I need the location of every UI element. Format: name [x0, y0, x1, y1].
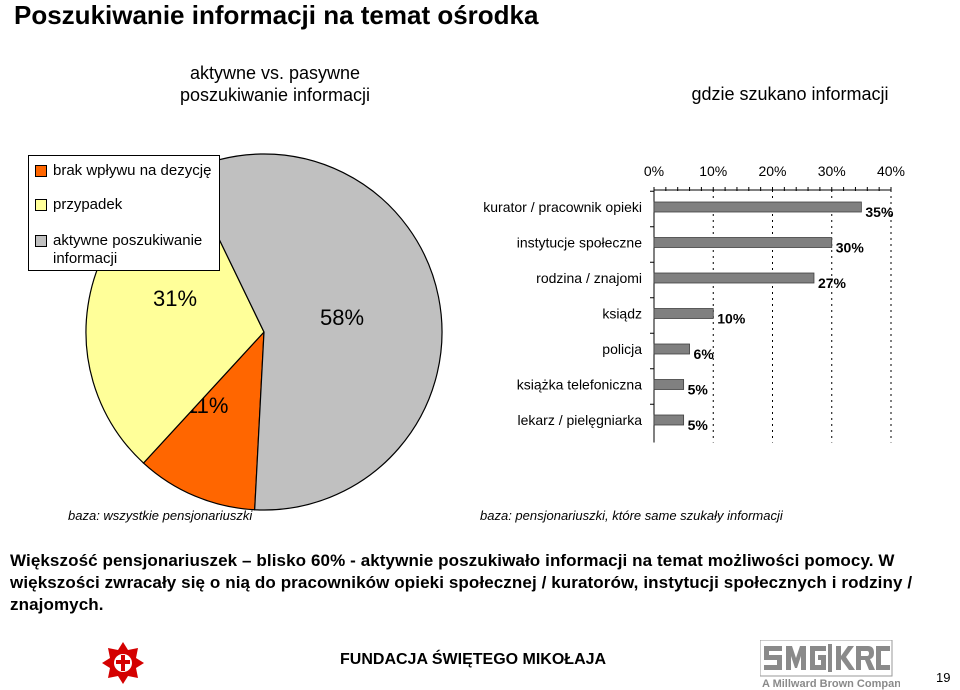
category-label: policja	[602, 341, 642, 357]
bar	[653, 379, 685, 390]
millward-brown-text: A Millward Brown Company	[762, 678, 900, 690]
x-tick-label: 0%	[644, 163, 664, 179]
bar-value-label: 6%	[694, 346, 715, 362]
x-tick-label: 20%	[758, 163, 786, 179]
legend-swatch	[35, 199, 47, 211]
pie-slice	[185, 153, 443, 511]
pie-base-note: baza: wszystkie pensjonariuszki	[68, 508, 253, 523]
x-tick-label: 30%	[818, 163, 846, 179]
summary-text: Większość pensjonariuszek – blisko 60% -…	[10, 551, 913, 614]
pie-slice-label: 31%	[153, 286, 197, 311]
bar	[653, 343, 690, 355]
pie-heading-line1: aktywne vs. pasywne	[189, 63, 361, 83]
bar	[653, 414, 685, 426]
pie-legend: brak wpływu na dezycję przypadek aktywne p…	[28, 155, 220, 271]
bar-value-label: 30%	[836, 240, 865, 256]
page-title: Poszukiwanie informacji na temat ośrodka	[14, 0, 539, 30]
category-label: instytucje społeczne	[517, 235, 643, 251]
legend-label: aktywne poszukiwanie informacji	[53, 232, 203, 267]
bar-heading: gdzie szukano informacji	[691, 84, 889, 104]
bar-value-label: 5%	[688, 417, 709, 433]
x-tick-label: 40%	[877, 163, 905, 179]
legend-swatch	[35, 235, 47, 247]
category-label: rodzina / znajomi	[536, 270, 642, 286]
pie-slice-label: 58%	[320, 305, 364, 330]
foundation-logo-icon	[102, 642, 144, 684]
bar-base-note: baza: pensjonariuszki, które same szukał…	[480, 508, 783, 523]
pie-heading-line2: poszukiwanie informacji	[179, 85, 371, 105]
category-label: ksiądz	[602, 306, 642, 322]
footer-text: FUNDACJA ŚWIĘTEGO MIKOŁAJA	[340, 651, 607, 668]
bar-value-label: 10%	[717, 311, 746, 327]
bar	[653, 272, 815, 284]
bar-value-label: 27%	[818, 275, 847, 291]
x-tick-label: 10%	[699, 163, 727, 179]
bar	[653, 237, 833, 248]
page-number: 19	[936, 670, 951, 685]
bar-value-label: 35%	[865, 204, 894, 220]
bar	[653, 201, 862, 213]
legend-label: brak wpływu na dezycję	[53, 162, 212, 179]
bar-value-label: 5%	[688, 382, 709, 398]
pie-heading: aktywne vs. pasywne poszukiwanie informa…	[120, 62, 430, 106]
bar	[653, 308, 714, 319]
category-label: kurator / pracownik opieki	[483, 199, 642, 215]
smg-krc-logo: A Millward Brown Company	[760, 640, 900, 690]
category-label: lekarz / pielęgniarka	[517, 412, 642, 428]
category-label: książka telefoniczna	[517, 377, 643, 393]
legend-swatch	[35, 165, 47, 177]
legend-label: przypadek	[53, 196, 123, 213]
pie-slice	[142, 330, 265, 511]
